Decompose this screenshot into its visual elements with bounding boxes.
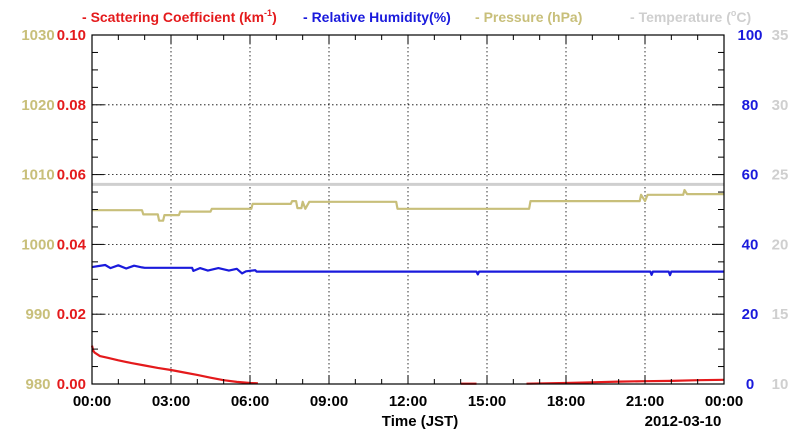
y-axes: 0.000.020.040.060.080.109809901000101010… <box>21 27 788 393</box>
legend-entry: - Temperature (oC) <box>630 8 751 25</box>
date-label: 2012-03-10 <box>645 413 722 430</box>
x-tick-label: 21:00 <box>626 393 664 410</box>
y-tick-label-temperature: 25 <box>772 167 789 184</box>
x-tick-label: 15:00 <box>468 393 506 410</box>
y-tick-label-pressure: 1030 <box>21 27 54 44</box>
legend-entry: - Scattering Coefficient (km-1) <box>82 8 277 25</box>
legend: - Scattering Coefficient (km-1) - Relativ… <box>82 8 751 25</box>
y-tick-label-scattering: 0.10 <box>57 27 86 44</box>
y-tick-label-scattering: 0.04 <box>57 236 87 253</box>
x-tick-label: 09:00 <box>310 393 348 410</box>
y-tick-label-temperature: 20 <box>772 236 789 253</box>
x-tick-label: 00:00 <box>73 393 111 410</box>
series-scattering <box>526 378 725 385</box>
y-tick-label-pressure: 1020 <box>21 97 54 114</box>
y-tick-label-scattering: 0.06 <box>57 167 86 184</box>
series-scattering <box>90 345 258 385</box>
x-tick-label: 06:00 <box>231 393 269 410</box>
y-tick-label-temperature: 35 <box>772 27 789 44</box>
y-tick-label-humidity: 20 <box>742 306 759 323</box>
y-tick-label-humidity: 40 <box>742 236 759 253</box>
x-tick-label: 18:00 <box>547 393 585 410</box>
legend-entry: - Relative Humidity(%) <box>303 9 451 25</box>
y-tick-label-pressure: 990 <box>25 306 50 323</box>
x-axis: 00:00 03:00 06:00 09:00 12:00 15:00 18:00 21:00… <box>73 35 743 410</box>
y-tick-label-temperature: 30 <box>772 97 789 114</box>
y-tick-label-scattering: 0.02 <box>57 306 86 323</box>
y-tick-label-scattering: 0.08 <box>57 97 86 114</box>
x-axis-label: Time (JST) <box>382 413 458 430</box>
x-tick-label: 12:00 <box>389 393 427 410</box>
series-layer <box>90 182 725 385</box>
x-tick-label: 00:00 <box>705 393 743 410</box>
y-tick-label-pressure: 980 <box>25 376 50 393</box>
y-tick-label-temperature: 10 <box>772 376 789 393</box>
y-tick-label-temperature: 15 <box>772 306 789 323</box>
y-tick-label-humidity: 80 <box>742 97 759 114</box>
legend-entry: - Pressure (hPa) <box>475 9 582 25</box>
series-pressure <box>92 188 724 222</box>
y-tick-label-scattering: 0.00 <box>57 376 86 393</box>
y-tick-label-humidity: 60 <box>742 167 759 184</box>
grid <box>92 35 724 384</box>
x-tick-label: 03:00 <box>152 393 190 410</box>
y-tick-label-pressure: 1010 <box>21 167 54 184</box>
y-tick-label-pressure: 1000 <box>21 236 54 253</box>
y-tick-label-humidity: 0 <box>746 376 754 393</box>
series-humidity <box>91 263 724 277</box>
y-tick-label-humidity: 100 <box>737 27 762 44</box>
